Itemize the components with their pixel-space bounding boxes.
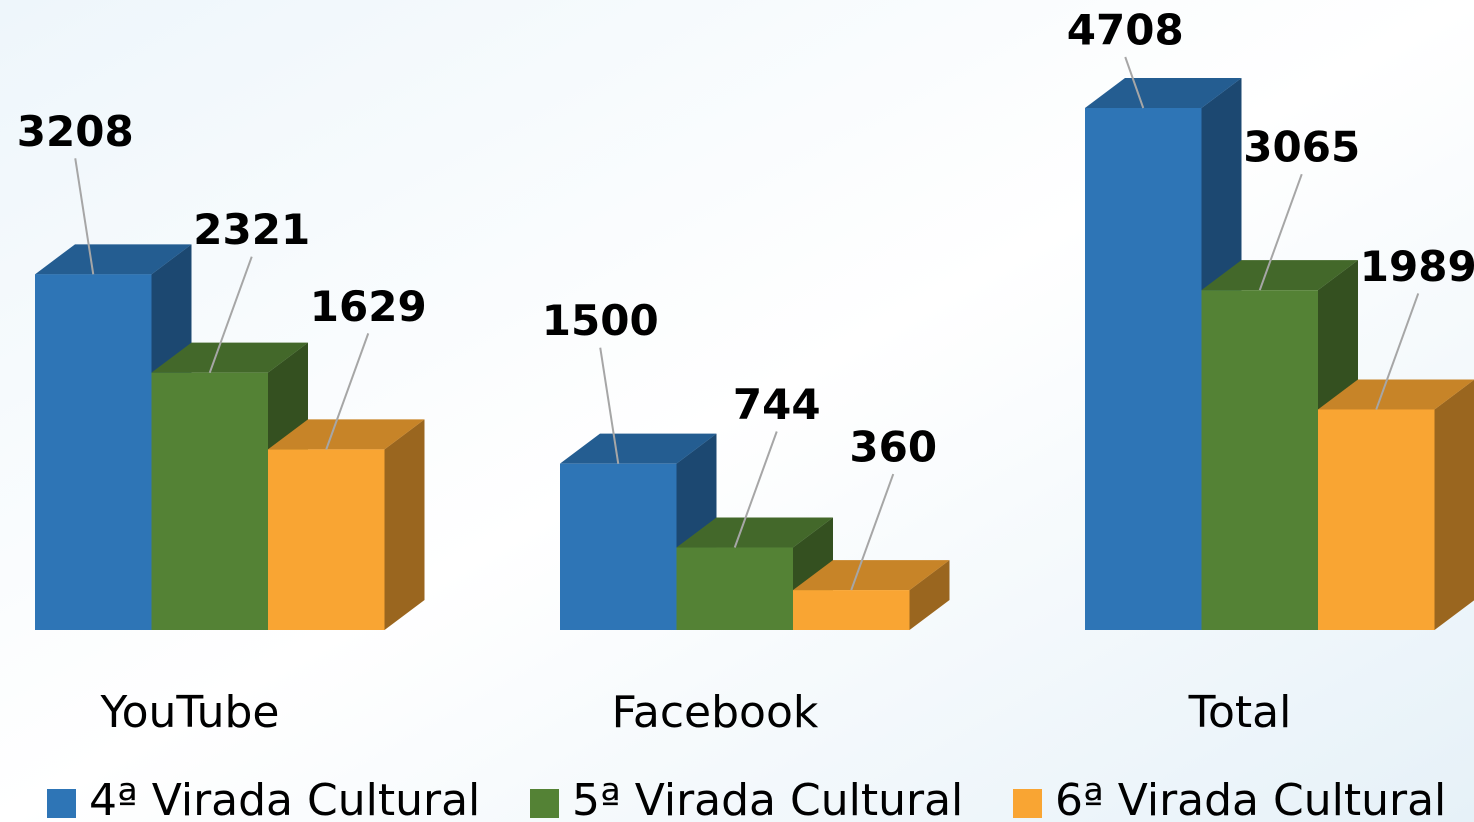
leader-line (733, 431, 778, 548)
legend-label: 4ª Virada Cultural (89, 775, 480, 822)
bar (151, 372, 268, 630)
legend-label: 6ª Virada Cultural (1055, 775, 1446, 822)
bar-top-shade (1201, 260, 1358, 291)
data-label: 3065 (1243, 123, 1360, 172)
bar-top-shade (151, 342, 308, 373)
bar-top (35, 244, 192, 275)
x-tick-label: Total (1188, 687, 1292, 738)
leader-line (208, 256, 253, 373)
bar-top (268, 419, 425, 450)
bar-side-shade (909, 560, 950, 630)
bar-top-shade (560, 433, 717, 464)
legend-label: 5ª Virada Cultural (572, 775, 963, 822)
bar-top-shade (793, 560, 950, 591)
data-label: 1629 (310, 282, 427, 331)
bar (560, 463, 677, 630)
legend-swatch (530, 789, 559, 818)
x-tick-label: YouTube (100, 687, 280, 738)
leader-line (850, 473, 895, 591)
x-tick-label: Facebook (612, 687, 819, 738)
bar (268, 449, 385, 630)
bar-top (560, 433, 717, 464)
bar-top (793, 560, 950, 591)
leader-line (599, 347, 620, 464)
bar-side (909, 560, 950, 630)
bar-side-shade (1434, 379, 1474, 630)
bar-top (676, 517, 833, 548)
bar (1085, 108, 1202, 630)
leader-line (1375, 293, 1420, 410)
bar-side (384, 419, 425, 630)
data-label: 2321 (193, 205, 310, 254)
data-label: 1989 (1360, 242, 1474, 291)
data-label: 3208 (17, 107, 134, 156)
bar-top (1201, 260, 1358, 291)
bar-top (1318, 379, 1474, 410)
bar-top-shade (268, 419, 425, 450)
legend-swatch (47, 789, 76, 818)
leader-line (325, 333, 370, 450)
bar-side (1434, 379, 1474, 630)
bar (676, 547, 793, 630)
data-label: 4708 (1067, 6, 1184, 55)
bar-top (151, 342, 308, 373)
bar-top-shade (1318, 379, 1474, 410)
bar (35, 274, 152, 630)
leader-line (1258, 173, 1303, 291)
bar-top-shade (676, 517, 833, 548)
bar (1201, 290, 1318, 630)
legend-swatch (1013, 789, 1042, 818)
bar-top-shade (35, 244, 192, 275)
bar (793, 590, 910, 630)
leader-line (1124, 56, 1145, 109)
data-label: 1500 (542, 296, 659, 345)
data-label: 360 (849, 423, 937, 472)
bar (1318, 409, 1435, 630)
bar-top-shade (1085, 78, 1242, 108)
data-label: 744 (733, 380, 821, 429)
leader-line (74, 158, 95, 275)
bar-side-shade (384, 419, 425, 630)
bar-top (1085, 78, 1242, 108)
